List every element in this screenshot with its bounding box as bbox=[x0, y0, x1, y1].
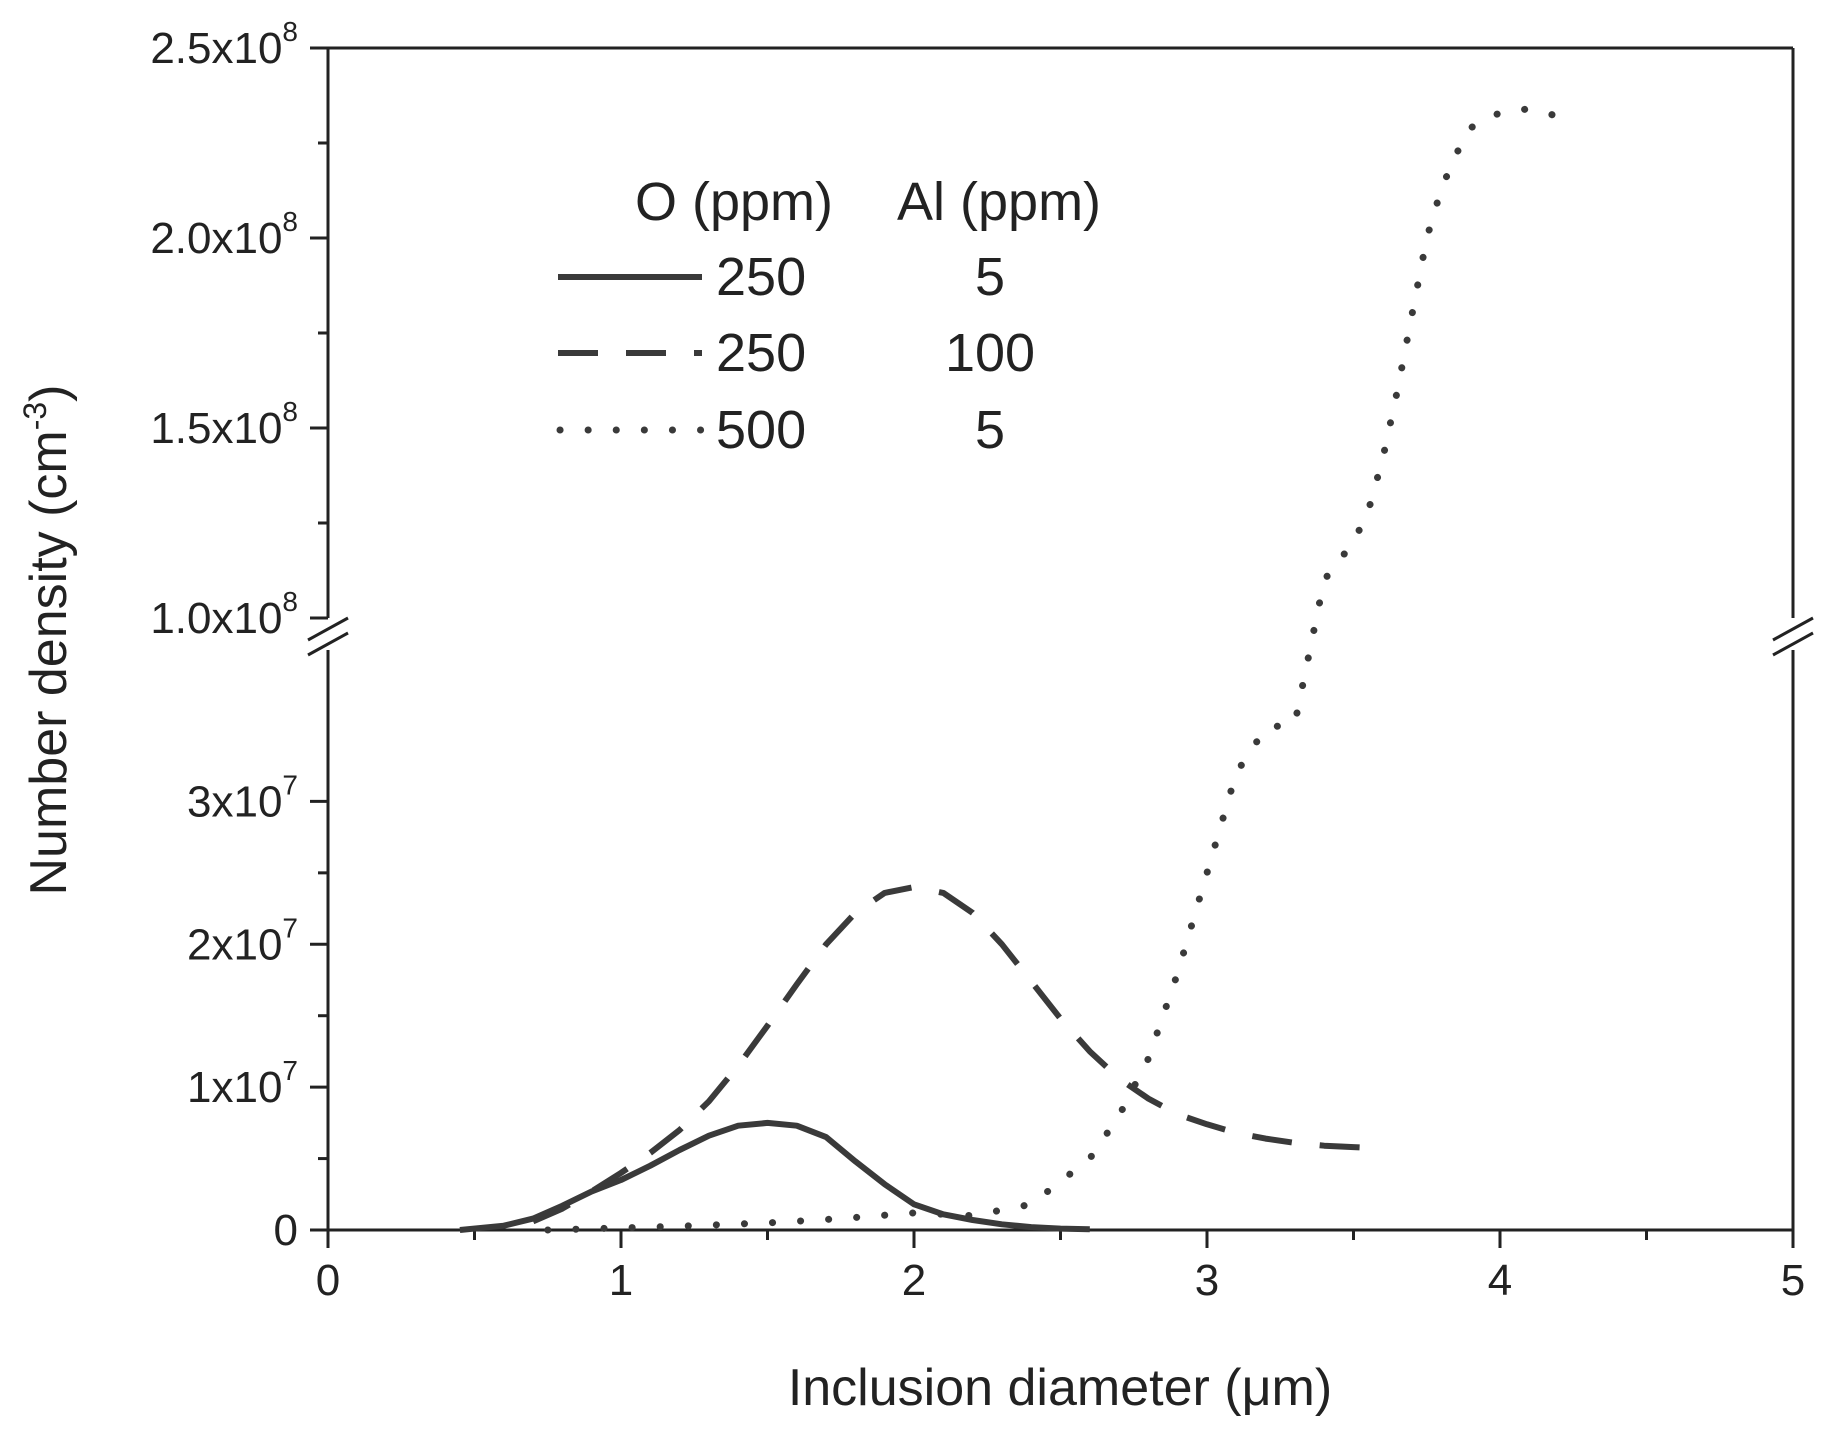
y-tick-label: 3x107 bbox=[187, 769, 298, 826]
series-layer bbox=[459, 105, 1577, 1234]
legend-o-value: 500 bbox=[716, 400, 806, 460]
x-tick-label: 5 bbox=[1781, 1256, 1805, 1305]
series-line-dashed bbox=[531, 884, 1383, 1225]
y-tick-label: 2.5x108 bbox=[150, 16, 298, 73]
y-tick-label: 1.0x108 bbox=[150, 586, 298, 643]
legend-header-al: Al (ppm) bbox=[897, 172, 1101, 232]
legend-al-value: 100 bbox=[945, 323, 1035, 383]
x-tick-label: 0 bbox=[316, 1256, 340, 1305]
x-tick-label: 4 bbox=[1488, 1256, 1512, 1305]
y-axis-title: Number density (cm-3) bbox=[17, 384, 78, 895]
legend-al-value: 5 bbox=[975, 247, 1005, 307]
series-line-solid bbox=[459, 1119, 1090, 1233]
x-tick-label: 3 bbox=[1195, 1256, 1219, 1305]
x-ticks: 0 1 2 3 4 5 bbox=[316, 1230, 1805, 1305]
axis-break-left bbox=[307, 616, 349, 657]
x-axis-title: Inclusion diameter (μm) bbox=[788, 1359, 1332, 1417]
y-tick-label: 0 bbox=[274, 1206, 298, 1255]
y-axis-title-close: ) bbox=[20, 384, 78, 401]
series-line-dotted bbox=[544, 105, 1577, 1234]
y-tick-label: 2.0x108 bbox=[150, 206, 298, 263]
legend-o-value: 250 bbox=[716, 247, 806, 307]
y-tick-label: 2x107 bbox=[187, 912, 298, 969]
legend-header-o: O (ppm) bbox=[635, 172, 833, 232]
x-tick-label: 2 bbox=[902, 1256, 926, 1305]
legend-al-value: 5 bbox=[975, 400, 1005, 460]
y-axis-title-superscript: -3 bbox=[17, 402, 53, 430]
y-tick-label: 1.5x108 bbox=[150, 396, 298, 453]
y-tick-label: 1x107 bbox=[187, 1055, 298, 1112]
y-axis-title-main: Number density (cm bbox=[20, 430, 78, 895]
axis-break-right bbox=[1772, 616, 1814, 657]
legend-o-value: 250 bbox=[716, 323, 806, 383]
x-tick-label: 1 bbox=[609, 1256, 633, 1305]
y-ticks: 0 1x107 2x107 3x107 1.0x108 1.5x108 2.0x108 2.5… bbox=[150, 16, 328, 1255]
legend: O (ppm) Al (ppm) 250 5 250 100 500 5 bbox=[556, 172, 1101, 460]
